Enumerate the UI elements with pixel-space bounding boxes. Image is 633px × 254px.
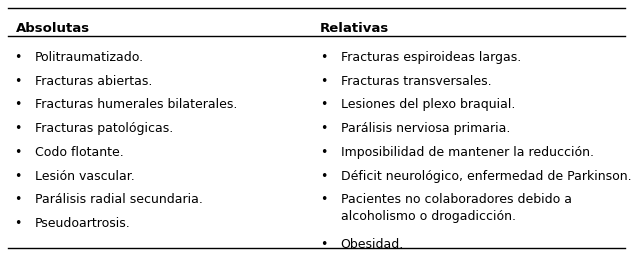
Text: •: •	[320, 51, 327, 64]
Text: Obesidad.: Obesidad.	[341, 237, 404, 250]
Text: Pacientes no colaboradores debido a
alcoholismo o drogadicción.: Pacientes no colaboradores debido a alco…	[341, 193, 572, 222]
Text: Imposibilidad de mantener la reducción.: Imposibilidad de mantener la reducción.	[341, 145, 594, 158]
Text: •: •	[14, 122, 22, 135]
Text: Lesiones del plexo braquial.: Lesiones del plexo braquial.	[341, 98, 515, 111]
Text: •: •	[14, 193, 22, 205]
Text: •: •	[320, 122, 327, 135]
Text: Déficit neurológico, enfermedad de Parkinson.: Déficit neurológico, enfermedad de Parki…	[341, 169, 631, 182]
Text: •: •	[14, 216, 22, 229]
Text: •: •	[320, 74, 327, 87]
Text: Absolutas: Absolutas	[16, 22, 90, 35]
Text: Codo flotante.: Codo flotante.	[35, 145, 123, 158]
Text: Fracturas transversales.: Fracturas transversales.	[341, 74, 491, 87]
Text: Relativas: Relativas	[320, 22, 389, 35]
Text: •: •	[14, 169, 22, 182]
Text: •: •	[14, 51, 22, 64]
Text: •: •	[320, 169, 327, 182]
Text: •: •	[320, 145, 327, 158]
Text: Fracturas humerales bilaterales.: Fracturas humerales bilaterales.	[35, 98, 237, 111]
Text: •: •	[14, 98, 22, 111]
Text: •: •	[320, 193, 327, 205]
Text: Politraumatizado.: Politraumatizado.	[35, 51, 144, 64]
Text: Fracturas espiroideas largas.: Fracturas espiroideas largas.	[341, 51, 521, 64]
Text: Fracturas patológicas.: Fracturas patológicas.	[35, 122, 173, 135]
Text: Pseudoartrosis.: Pseudoartrosis.	[35, 216, 130, 229]
Text: •: •	[14, 145, 22, 158]
Text: •: •	[320, 98, 327, 111]
Text: Lesión vascular.: Lesión vascular.	[35, 169, 135, 182]
Text: Fracturas abiertas.: Fracturas abiertas.	[35, 74, 152, 87]
Text: •: •	[320, 237, 327, 250]
Text: Parálisis radial secundaria.: Parálisis radial secundaria.	[35, 193, 203, 205]
Text: Parálisis nerviosa primaria.: Parálisis nerviosa primaria.	[341, 122, 510, 135]
Text: •: •	[14, 74, 22, 87]
